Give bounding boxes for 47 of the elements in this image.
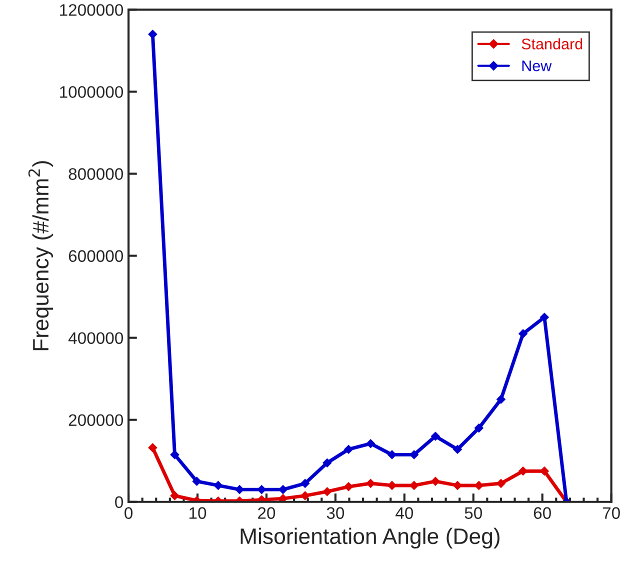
point: [410, 450, 419, 460]
y-tick-label: 1000000: [60, 86, 124, 98]
point: [214, 481, 223, 490]
y-tick-label: 200000: [68, 414, 124, 426]
y-tick-label: 800000: [68, 168, 124, 180]
y-tick-label: 0: [115, 496, 124, 508]
point: [344, 482, 353, 492]
x-tick-label: 60: [534, 507, 551, 519]
point: [148, 30, 158, 39]
y-tick-label: 400000: [68, 332, 124, 344]
point: [453, 481, 462, 490]
point: [518, 466, 528, 476]
point: [496, 394, 506, 404]
y-tick-label: 600000: [68, 250, 124, 262]
y-tick-label: 1200000: [60, 4, 124, 16]
point: [431, 432, 440, 441]
x-tick-label: 30: [326, 507, 344, 519]
x-axis-title: Misorientation Angle (Deg): [240, 528, 500, 549]
point: [431, 476, 440, 486]
x-tick-label: 20: [258, 507, 276, 519]
point: [322, 487, 332, 496]
point: [322, 458, 332, 468]
point: [300, 478, 310, 488]
point: [474, 424, 484, 432]
point: [540, 312, 549, 322]
point: [170, 450, 180, 460]
y-axis-title: Frequency (#/mm$^{2}$): [28, 161, 54, 350]
point: [192, 476, 202, 486]
point: [388, 450, 396, 460]
point: [518, 329, 528, 338]
point: [388, 481, 396, 490]
point: [278, 485, 288, 494]
legend-label: New: [522, 60, 552, 72]
legend-label: Standard: [522, 38, 582, 50]
x-tick-label: 10: [190, 507, 206, 519]
point: [453, 444, 462, 454]
point: [344, 444, 353, 454]
point: [300, 491, 310, 500]
point: [496, 478, 506, 488]
point: [366, 439, 376, 448]
point: [148, 443, 158, 452]
point: [170, 491, 180, 500]
point: [278, 494, 288, 502]
x-tick-label: 0: [124, 507, 133, 519]
x-tick-label: 70: [602, 507, 620, 519]
x-tick-label: 40: [396, 507, 414, 519]
x-tick-label: 50: [464, 507, 482, 519]
